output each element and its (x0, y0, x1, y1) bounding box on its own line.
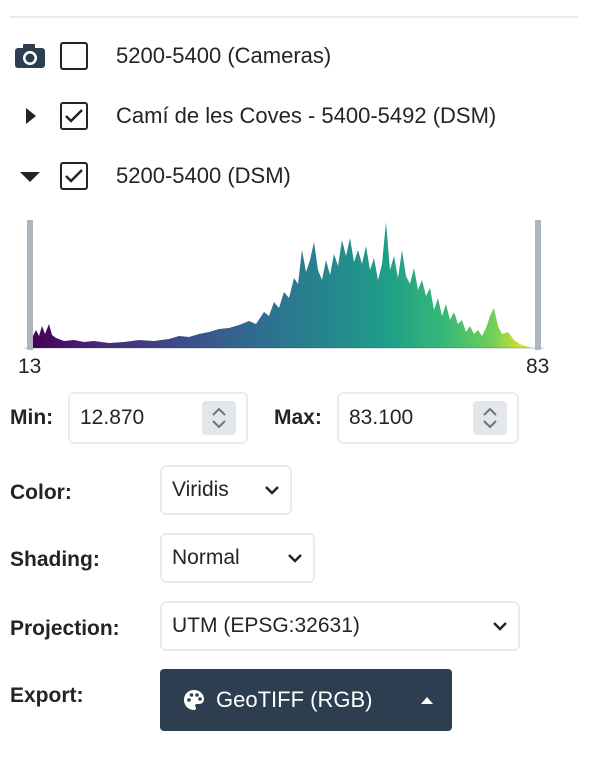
camera-icon (14, 40, 50, 72)
shading-label: Shading: (10, 548, 100, 571)
shading-select[interactable]: Normal (160, 533, 315, 583)
layer-label: 5200-5400 (Cameras) (116, 43, 332, 68)
histogram (24, 220, 544, 350)
palette-icon (184, 690, 204, 710)
min-value: 12.870 (80, 406, 145, 429)
chevron-down-icon (265, 486, 279, 495)
layer-row-cameras[interactable]: 5200-5400 (Cameras) (14, 36, 331, 76)
layer-label: Camí de les Coves - 5400-5492 (DSM) (116, 103, 497, 128)
color-value: Viridis (172, 478, 229, 501)
caret-down-icon[interactable] (14, 160, 50, 192)
color-label: Color: (10, 481, 72, 504)
layer-checkbox-cameras[interactable] (60, 42, 88, 70)
checkmark-icon (65, 169, 83, 183)
export-geotiff-button[interactable]: GeoTIFF (RGB) (160, 669, 452, 731)
checkmark-icon (65, 109, 83, 123)
spinner-icon[interactable] (473, 401, 507, 435)
projection-value: UTM (EPSG:32631) (172, 614, 360, 637)
max-input[interactable]: 83.100 (337, 392, 519, 444)
top-divider (10, 16, 578, 18)
projection-select[interactable]: UTM (EPSG:32631) (160, 601, 520, 651)
layer-checkbox-dsm[interactable] (60, 162, 88, 190)
chevron-down-icon (493, 622, 507, 631)
color-select[interactable]: Viridis (160, 465, 292, 515)
layer-row-dsm[interactable]: 5200-5400 (DSM) (14, 156, 291, 196)
shading-value: Normal (172, 546, 240, 569)
export-label: Export: (10, 684, 84, 707)
min-label: Min: (10, 406, 54, 429)
layer-label: 5200-5400 (DSM) (116, 163, 291, 188)
spinner-icon[interactable] (202, 401, 236, 435)
projection-label: Projection: (10, 617, 120, 640)
layer-row-cami-dsm[interactable]: Camí de les Coves - 5400-5492 (DSM) (14, 96, 496, 136)
histogram-max-handle[interactable] (535, 220, 541, 350)
histogram-max-label: 83 (526, 355, 550, 378)
histogram-area (30, 222, 532, 348)
max-label: Max: (274, 406, 322, 429)
min-input[interactable]: 12.870 (68, 392, 248, 444)
histogram-min-label: 13 (18, 355, 42, 378)
caret-right-icon[interactable] (14, 100, 50, 132)
export-button-label: GeoTIFF (RGB) (216, 687, 373, 712)
caret-up-icon (421, 696, 433, 704)
layer-checkbox-cami-dsm[interactable] (60, 102, 88, 130)
max-value: 83.100 (349, 406, 414, 429)
chevron-down-icon (288, 554, 302, 563)
histogram-min-handle[interactable] (27, 220, 33, 350)
